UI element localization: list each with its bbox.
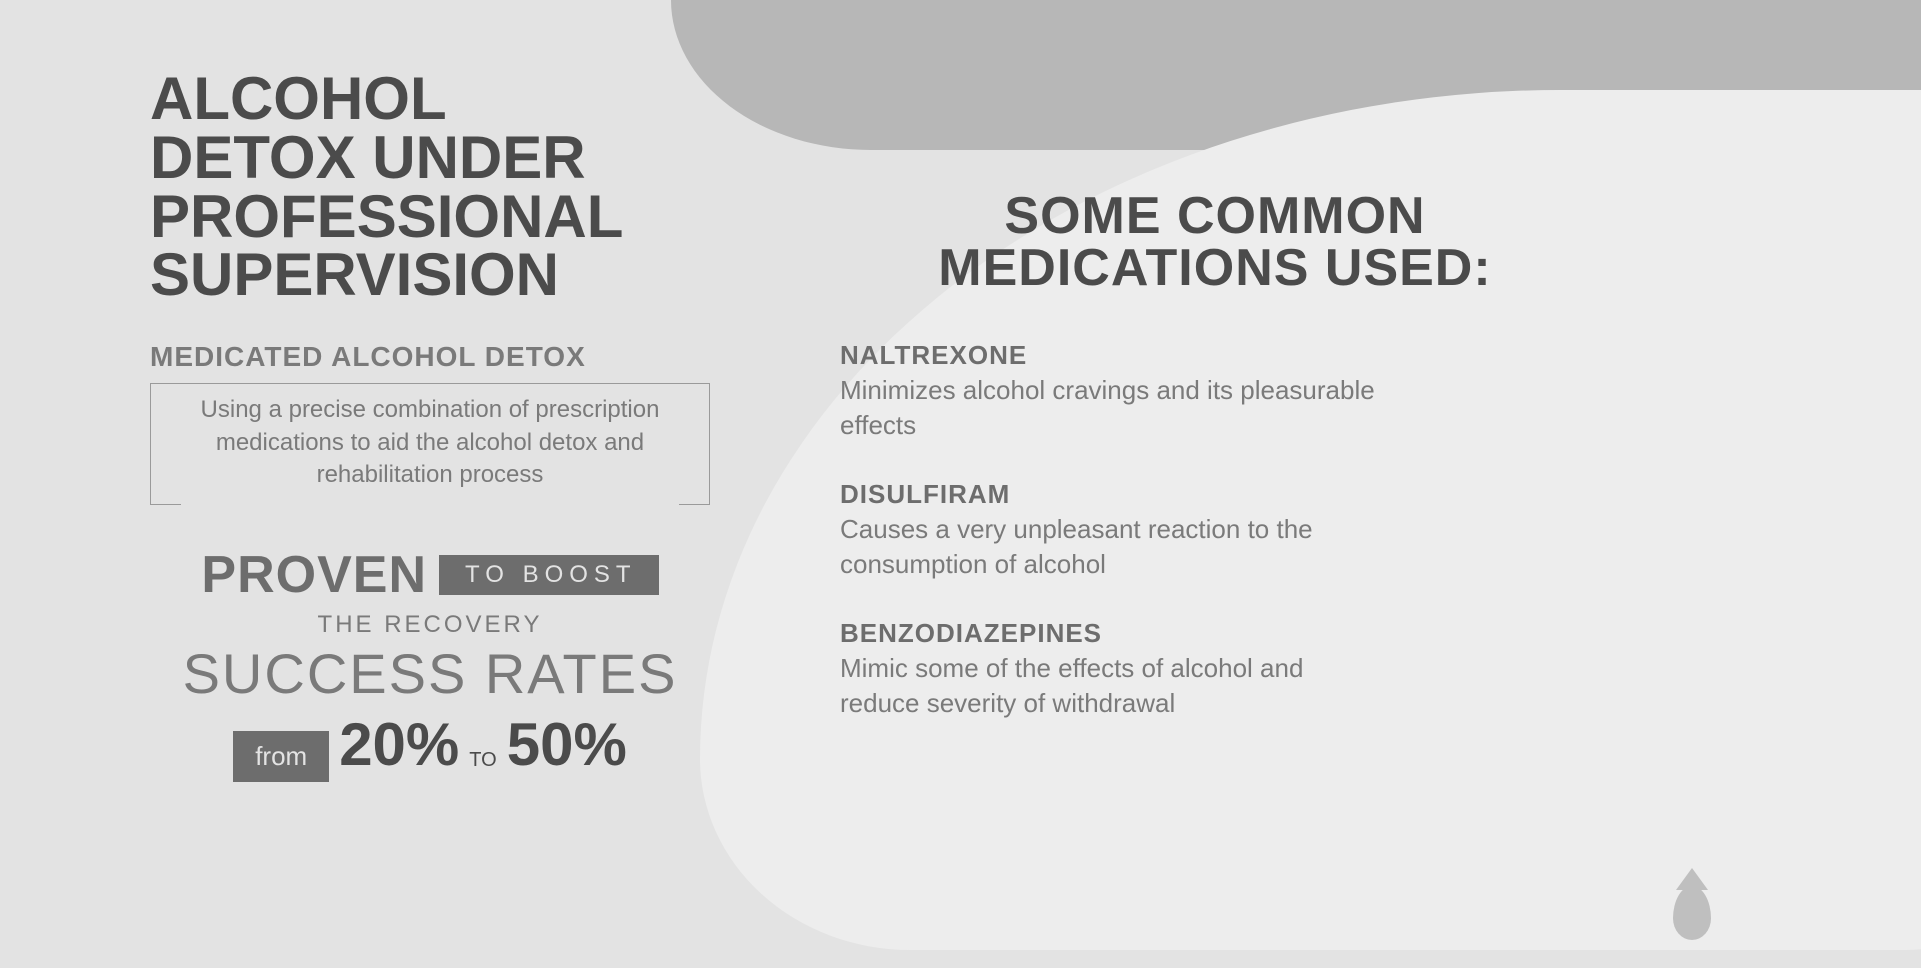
recovery-label: THE RECOVERY: [150, 611, 710, 639]
medication-item: DISULFIRAM Causes a very unpleasant reac…: [840, 479, 1600, 582]
title-line: ALCOHOL: [150, 70, 710, 129]
pct-low: 20%: [339, 710, 459, 779]
title-line: SUPERVISION: [150, 246, 710, 305]
success-rates: SUCCESS RATES: [150, 641, 710, 706]
right-title: SOME COMMON MEDICATIONS USED:: [830, 190, 1600, 294]
medication-item: NALTREXONE Minimizes alcohol cravings an…: [840, 340, 1600, 443]
medication-name: NALTREXONE: [840, 340, 1600, 371]
medication-name: DISULFIRAM: [840, 479, 1600, 510]
medication-desc: Mimic some of the effects of alcohol and…: [840, 651, 1380, 721]
proven-line-1: PROVEN TO BOOST: [150, 545, 710, 605]
to-boost-pill: TO BOOST: [439, 555, 659, 595]
title-line: PROFESSIONAL: [150, 188, 710, 247]
left-column: ALCOHOL DETOX UNDER PROFESSIONAL SUPERVI…: [150, 70, 710, 782]
medications-list: NALTREXONE Minimizes alcohol cravings an…: [830, 340, 1600, 722]
percent-line: from 20% TO 50%: [150, 710, 710, 782]
title-line: DETOX UNDER: [150, 129, 710, 188]
to-label: TO: [469, 749, 496, 782]
proven-word: PROVEN: [201, 545, 427, 605]
medication-desc: Causes a very unpleasant reaction to the…: [840, 512, 1380, 582]
right-title-line: SOME COMMON: [830, 190, 1600, 242]
sub-title: MEDICATED ALCOHOL DETOX: [150, 341, 710, 373]
medication-item: BENZODIAZEPINES Mimic some of the effect…: [840, 618, 1600, 721]
medication-desc: Minimizes alcohol cravings and its pleas…: [840, 373, 1380, 443]
from-pill: from: [233, 731, 329, 782]
pct-high: 50%: [507, 710, 627, 779]
right-column: SOME COMMON MEDICATIONS USED: NALTREXONE…: [830, 190, 1600, 758]
medication-name: BENZODIAZEPINES: [840, 618, 1600, 649]
infographic-canvas: ALCOHOL DETOX UNDER PROFESSIONAL SUPERVI…: [0, 0, 1921, 968]
proven-block: PROVEN TO BOOST THE RECOVERY SUCCESS RAT…: [150, 545, 710, 782]
boxed-description: Using a precise combination of prescript…: [150, 383, 710, 505]
main-title: ALCOHOL DETOX UNDER PROFESSIONAL SUPERVI…: [150, 70, 710, 305]
right-title-line: MEDICATIONS USED:: [830, 242, 1600, 294]
